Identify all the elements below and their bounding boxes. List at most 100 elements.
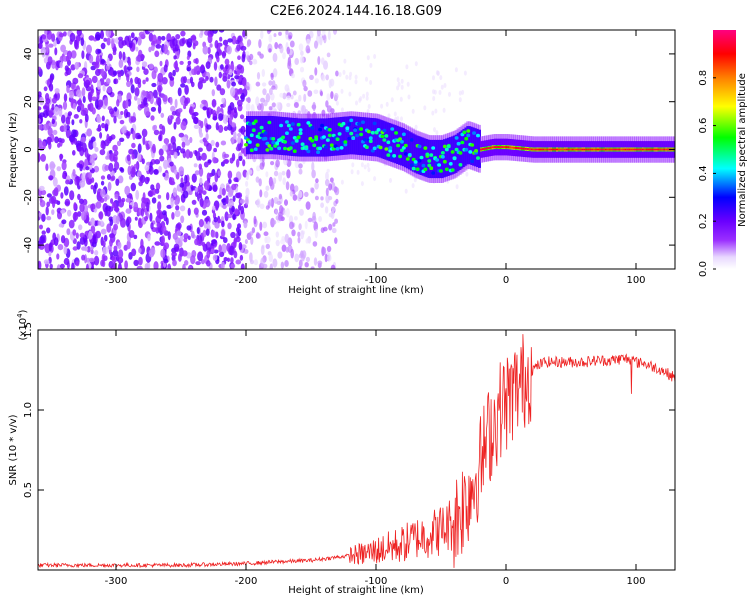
heatmap-cell bbox=[239, 199, 245, 204]
heatmap-cell bbox=[320, 202, 324, 208]
heatmap-cell bbox=[332, 222, 336, 227]
heatmap-cell bbox=[307, 217, 313, 223]
heatmap-cell bbox=[593, 148, 597, 151]
heatmap-cell bbox=[42, 140, 47, 150]
heatmap-cell bbox=[104, 164, 110, 171]
heatmap-cell bbox=[124, 185, 131, 196]
snr-marks bbox=[38, 334, 675, 569]
heatmap-cell bbox=[329, 117, 333, 157]
heatmap-cell bbox=[126, 73, 130, 82]
heatmap-cell bbox=[400, 127, 404, 166]
heatmap-cell bbox=[454, 67, 458, 73]
heatmap-cell bbox=[117, 241, 122, 250]
heatmap-cell bbox=[149, 212, 153, 222]
heatmap-cell bbox=[187, 235, 191, 241]
heatmap-cell bbox=[202, 229, 207, 238]
heatmap-cell bbox=[357, 122, 362, 126]
heatmap-cell bbox=[366, 129, 371, 134]
heatmap-cell bbox=[435, 130, 439, 136]
heatmap-cell bbox=[58, 223, 64, 228]
heatmap-cell bbox=[324, 253, 328, 263]
heatmap-cell bbox=[219, 251, 225, 258]
heatmap-cell bbox=[246, 116, 249, 155]
heatmap-cell bbox=[222, 72, 228, 79]
heatmap-cell bbox=[172, 232, 178, 240]
heatmap-cell bbox=[118, 249, 124, 259]
heatmap-cell bbox=[397, 81, 401, 87]
heatmap-cell bbox=[421, 163, 426, 168]
heatmap-cell bbox=[326, 245, 332, 253]
heatmap-cell bbox=[217, 219, 222, 224]
heatmap-cell bbox=[396, 143, 401, 148]
heatmap-cell bbox=[276, 102, 281, 110]
heatmap-cell bbox=[290, 94, 294, 100]
heatmap-cell bbox=[231, 205, 236, 213]
heatmap-cell bbox=[292, 194, 298, 201]
heatmap-cell bbox=[333, 144, 338, 148]
heatmap-cell bbox=[244, 239, 248, 245]
heatmap-cell bbox=[360, 162, 364, 168]
heatmap-cell bbox=[140, 238, 144, 249]
heatmap-cell bbox=[88, 140, 94, 150]
heatmap-cell bbox=[460, 130, 464, 169]
heatmap-cell bbox=[212, 116, 218, 121]
heatmap-cell bbox=[522, 147, 526, 150]
heatmap-cell bbox=[184, 139, 191, 146]
heatmap-cell bbox=[131, 153, 135, 160]
heatmap-cell bbox=[461, 89, 465, 95]
heatmap-cell bbox=[247, 122, 252, 126]
heatmap-cell bbox=[106, 174, 112, 180]
heatmap-cell bbox=[224, 211, 229, 222]
heatmap-cell bbox=[174, 98, 178, 109]
heatmap-cell bbox=[222, 39, 229, 46]
colorbar-label: Normalized spectral amplitude bbox=[737, 73, 748, 227]
heatmap-cell bbox=[314, 228, 318, 239]
heatmap-cell bbox=[119, 137, 125, 142]
heatmap-cell bbox=[349, 131, 354, 136]
heatmap-cell bbox=[365, 117, 368, 156]
heatmap-cell bbox=[56, 253, 60, 260]
heatmap-cell bbox=[190, 255, 196, 265]
heatmap-cell bbox=[448, 91, 451, 97]
heatmap-cell bbox=[180, 83, 186, 88]
heatmap-cell bbox=[368, 136, 373, 140]
heatmap-cell bbox=[221, 50, 226, 59]
x-tick-label: 100 bbox=[626, 576, 645, 587]
heatmap-cell bbox=[166, 192, 170, 201]
heatmap-cell bbox=[76, 175, 80, 186]
heatmap-cell bbox=[288, 146, 293, 150]
heatmap-cell bbox=[431, 139, 435, 179]
heatmap-cell bbox=[198, 219, 204, 228]
heatmap-cell bbox=[374, 118, 378, 157]
heatmap-cell bbox=[283, 140, 287, 144]
heatmap-cell bbox=[554, 148, 558, 151]
heatmap-cell bbox=[156, 210, 161, 215]
heatmap-cell bbox=[175, 66, 180, 73]
heatmap-cell bbox=[106, 223, 112, 233]
heatmap-cell bbox=[76, 241, 81, 250]
heatmap-cell bbox=[169, 161, 174, 167]
heatmap-cell bbox=[278, 31, 282, 36]
heatmap-cell bbox=[180, 30, 186, 37]
snr-scale-exponent: 4 bbox=[16, 313, 24, 318]
heatmap-cell bbox=[423, 105, 427, 111]
y-tick-label: 40 bbox=[23, 48, 34, 61]
heatmap-cell bbox=[43, 123, 49, 131]
heatmap-cell bbox=[76, 162, 81, 168]
heatmap-cell bbox=[304, 262, 309, 268]
heatmap-cell bbox=[198, 147, 203, 153]
heatmap-cell bbox=[314, 137, 319, 141]
heatmap-cell bbox=[303, 93, 307, 103]
heatmap-cell bbox=[513, 146, 517, 149]
heatmap-cell bbox=[202, 45, 209, 55]
heatmap-cell bbox=[187, 60, 192, 65]
heatmap-cell bbox=[90, 203, 96, 210]
heatmap-cell bbox=[299, 66, 305, 73]
heatmap-cell bbox=[54, 47, 58, 56]
heatmap-cell bbox=[243, 249, 249, 254]
heatmap-cell bbox=[331, 227, 337, 234]
heatmap-cell bbox=[213, 61, 218, 71]
heatmap-cell bbox=[204, 198, 211, 208]
heatmap-cell bbox=[636, 148, 639, 151]
heatmap-cell bbox=[60, 192, 64, 199]
